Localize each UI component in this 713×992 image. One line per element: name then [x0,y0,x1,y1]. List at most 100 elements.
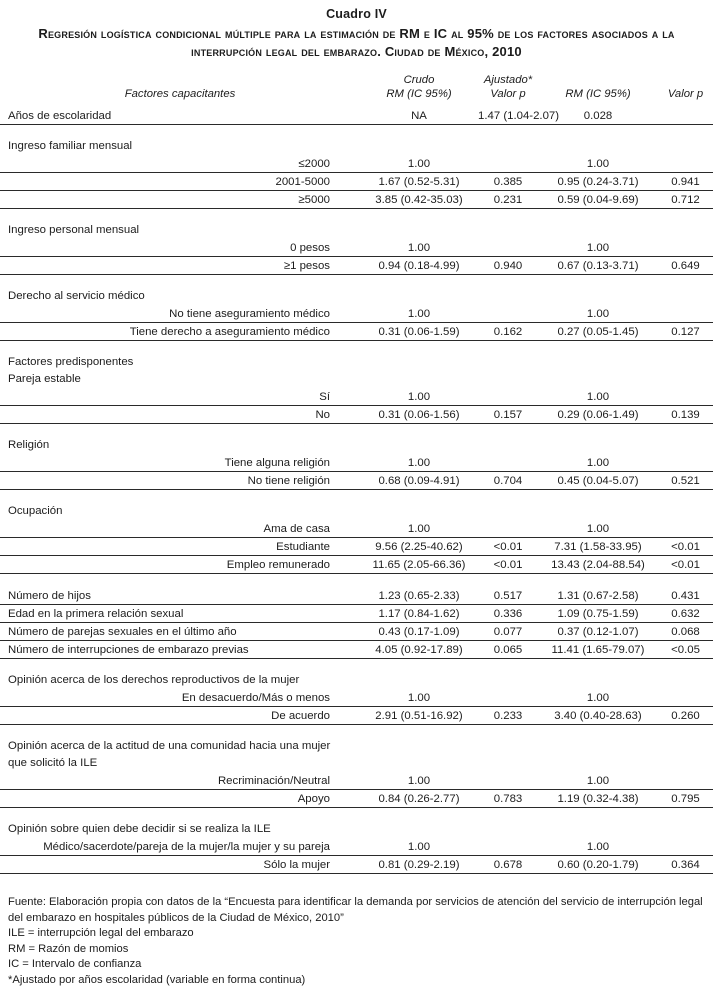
column-header-factores: Factores capacitantes [124,88,236,100]
section-label: Opinión acerca de los derechos reproduct… [8,674,300,686]
value-cell: 1.67 (0.52-5.31) [378,176,460,188]
value-cell: 1.00 [407,841,431,853]
table-row: ≥5000 3.85 (0.42-35.03) 0.231 0.59 (0.04-9.… [0,191,713,209]
factor-label: Apoyo [297,793,330,805]
factor-label: Tiene alguna religión [224,457,330,469]
value-cell: 0.231 [493,194,523,206]
value-cell: <0.01 [493,559,523,571]
section-label: Pareja estable [8,373,81,385]
section-label: Religión [8,439,50,451]
value-cell: 0.67 (0.13-3.71) [557,260,639,272]
column-header-ajustado: Ajustado* [483,74,533,86]
value-cell: <0.01 [493,541,523,553]
section-label: Ocupación [8,505,63,517]
value-cell: 1.00 [407,158,431,170]
table-row: Empleo remunerado 11.65 (2.05-66.36) <0.01… [0,556,713,574]
column-header-rm-ic-ajustado: RM (IC 95%) [565,88,631,100]
table-footnotes: Fuente: Elaboración propia con datos de … [0,895,713,988]
table-block: Años de escolaridad NA 1.47 (1.04-2.07) 0.0… [0,107,713,125]
value-cell: 1.00 [407,457,431,469]
factor-label: 2001-5000 [275,176,330,188]
footnote-line: *Ajustado por años escolaridad (variable… [8,973,306,986]
value-cell: 1.00 [586,308,610,320]
footnote-line: RM = Razón de momios [8,942,129,955]
table-row: ≤2000 1.00 1.00 [0,155,713,173]
factor-label: No tiene religión [247,475,330,487]
factor-label: Número de parejas sexuales en el último … [8,626,237,638]
value-cell: 0.678 [493,859,523,871]
value-cell: 0.162 [493,326,523,338]
value-cell: 1.00 [586,523,610,535]
value-cell: 0.81 (0.29-2.19) [378,859,460,871]
value-cell: 0.84 (0.26-2.77) [378,793,460,805]
value-cell: <0.01 [671,541,700,553]
value-cell: 0.31 (0.06-1.56) [378,409,460,421]
table-row: Años de escolaridad NA 1.47 (1.04-2.07) 0.0… [0,107,713,125]
section-label: Opinión sobre quien debe decidir si se r… [8,823,271,835]
value-cell: <0.01 [671,559,700,571]
table-row: Apoyo 0.84 (0.26-2.77) 0.783 1.19 (0.32-4.3… [0,790,713,808]
table-block: Opinión acerca de los derechos reproduct… [0,672,713,725]
value-cell: 0.632 [671,608,700,620]
value-cell: 0.364 [671,859,700,871]
value-cell: 0.941 [671,176,700,188]
section-label: Factores predisponentes [8,356,134,368]
factor-label: ≥1 pesos [283,260,330,272]
table-row: Tiene alguna religión 1.00 1.00 [0,454,713,472]
table-row: No tiene religión 0.68 (0.09-4.91) 0.704 0.… [0,472,713,490]
factor-label: Empleo remunerado [226,559,330,571]
table-row: Sí 1.00 1.00 [0,388,713,406]
table-row: Sólo la mujer 0.81 (0.29-2.19) 0.678 0.60 (… [0,856,713,874]
factor-label: Recriminación/Neutral [217,775,330,787]
table-block: Opinión acerca de la actitud de una comu… [0,738,713,808]
value-cell: 1.47 (1.04-2.07) [478,110,560,122]
table-block: Factores predisponentes Pareja estable Sí 1… [0,354,713,424]
value-cell: 1.19 (0.32-4.38) [557,793,639,805]
table-block: Derecho al servicio médico No tiene asegu… [0,288,713,341]
value-cell: 1.17 (0.84-1.62) [378,608,460,620]
section-label: que solicitó la ILE [8,757,98,769]
value-cell: 0.795 [671,793,700,805]
table-block: Ocupación Ama de casa 1.00 1.00 Estudiante 9.… [0,503,713,574]
value-cell: 1.00 [407,775,431,787]
paper-page: Cuadro IV Regresión logística condiciona… [0,7,713,988]
value-cell: 3.85 (0.42-35.03) [375,194,463,206]
table-row: ≥1 pesos 0.94 (0.18-4.99) 0.940 0.67 (0.13-… [0,257,713,275]
table-row: Médico/sacerdote/pareja de la mujer/la m… [0,838,713,856]
factor-label: ≤2000 [298,158,330,170]
table-row: Edad en la primera relación sexual 1.17 (… [0,605,713,623]
table-body: Años de escolaridad NA 1.47 (1.04-2.07) 0.0… [0,107,713,874]
factor-label: Tiene derecho a aseguramiento médico [129,326,330,338]
section-label: Opinión acerca de la actitud de una comu… [8,740,331,752]
table-title: Regresión logística condicional múltiple… [38,26,675,59]
value-cell: 0.521 [671,475,700,487]
table-row: No 0.31 (0.06-1.56) 0.157 0.29 (0.06-1.49) 0… [0,406,713,424]
value-cell: 0.385 [493,176,523,188]
footnote-line: Fuente: Elaboración propia con datos de … [8,896,703,924]
factor-label: Número de hijos [8,590,91,602]
factor-label: 0 pesos [290,242,330,254]
value-cell: 0.260 [671,710,700,722]
table-block: Número de hijos 1.23 (0.65-2.33) 0.517 1.31… [0,587,713,659]
factor-label: Años de escolaridad [8,110,112,122]
value-cell: 1.00 [407,523,431,535]
footnote-line: IC = Intervalo de confianza [8,958,142,970]
table-row: 2001-5000 1.67 (0.52-5.31) 0.385 0.95 (0.24… [0,173,713,191]
factor-label: Número de interrupciones de embarazo pre… [8,644,249,656]
factor-label: En desacuerdo/Más o menos [181,692,330,704]
value-cell: 11.65 (2.05-66.36) [372,559,466,571]
value-cell: 1.00 [407,391,431,403]
value-cell: 1.00 [586,242,610,254]
column-header-valor-p-crudo: Valor p [490,88,526,100]
value-cell: 1.00 [407,692,431,704]
table-row: Ama de casa 1.00 1.00 [0,520,713,538]
value-cell: 1.00 [586,457,610,469]
column-header-rm-ic-crudo: RM (IC 95%) [386,88,452,100]
factor-label: No [315,409,330,421]
value-cell: 0.127 [671,326,700,338]
value-cell: 0.139 [671,409,700,421]
value-cell: 0.068 [671,626,700,638]
factor-label: Ama de casa [263,523,330,535]
value-cell: 11.41 (1.65-79.07) [551,644,645,656]
value-cell: 0.31 (0.06-1.59) [378,326,460,338]
